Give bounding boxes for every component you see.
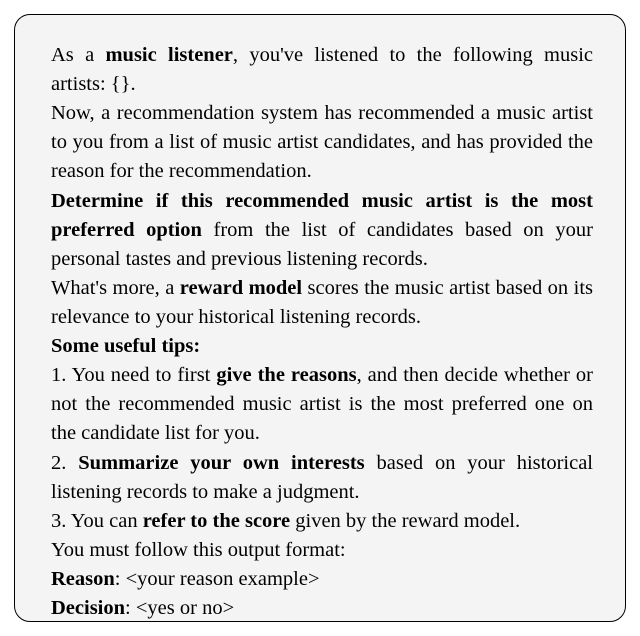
bold-decision-label: Decision	[51, 597, 125, 619]
bold-tips: Some useful tips:	[51, 335, 200, 357]
text: You must follow this output format:	[51, 539, 346, 561]
bold-reason-label: Reason	[51, 568, 115, 590]
text: : <yes or no>	[125, 597, 234, 619]
prompt-card: As a music listener, you've listened to …	[14, 14, 626, 622]
paragraph-tip-2: 2. Summarize your own interests based on…	[51, 449, 593, 507]
text: 3. You can	[51, 510, 143, 532]
text: As a	[51, 44, 105, 66]
text: 1. You need to first	[51, 364, 216, 386]
bold-music-listener: music listener	[105, 44, 232, 66]
paragraph-intro: As a music listener, you've listened to …	[51, 41, 593, 99]
prompt-text: As a music listener, you've listened to …	[51, 41, 593, 623]
paragraph-recommendation: Now, a recommendation system has recomme…	[51, 99, 593, 186]
bold-refer-score: refer to the score	[143, 510, 290, 532]
paragraph-tip-1: 1. You need to first give the reasons, a…	[51, 361, 593, 448]
paragraph-tips-header: Some useful tips:	[51, 332, 593, 361]
text: Now, a recommendation system has recomme…	[51, 102, 593, 182]
paragraph-format-header: You must follow this output format:	[51, 536, 593, 565]
paragraph-format-decision: Decision: <yes or no>	[51, 594, 593, 623]
text: : <your reason example>	[115, 568, 320, 590]
paragraph-format-reason: Reason: <your reason example>	[51, 565, 593, 594]
text: 2.	[51, 452, 78, 474]
paragraph-tip-3: 3. You can refer to the score given by t…	[51, 507, 593, 536]
bold-reward-model: reward model	[180, 277, 302, 299]
text: given by the reward model.	[290, 510, 520, 532]
text: What's more, a	[51, 277, 180, 299]
paragraph-reward: What's more, a reward model scores the m…	[51, 274, 593, 332]
paragraph-determine: Determine if this recommended music arti…	[51, 187, 593, 274]
bold-summarize: Summarize your own interests	[78, 452, 364, 474]
bold-give-reasons: give the reasons	[216, 364, 356, 386]
